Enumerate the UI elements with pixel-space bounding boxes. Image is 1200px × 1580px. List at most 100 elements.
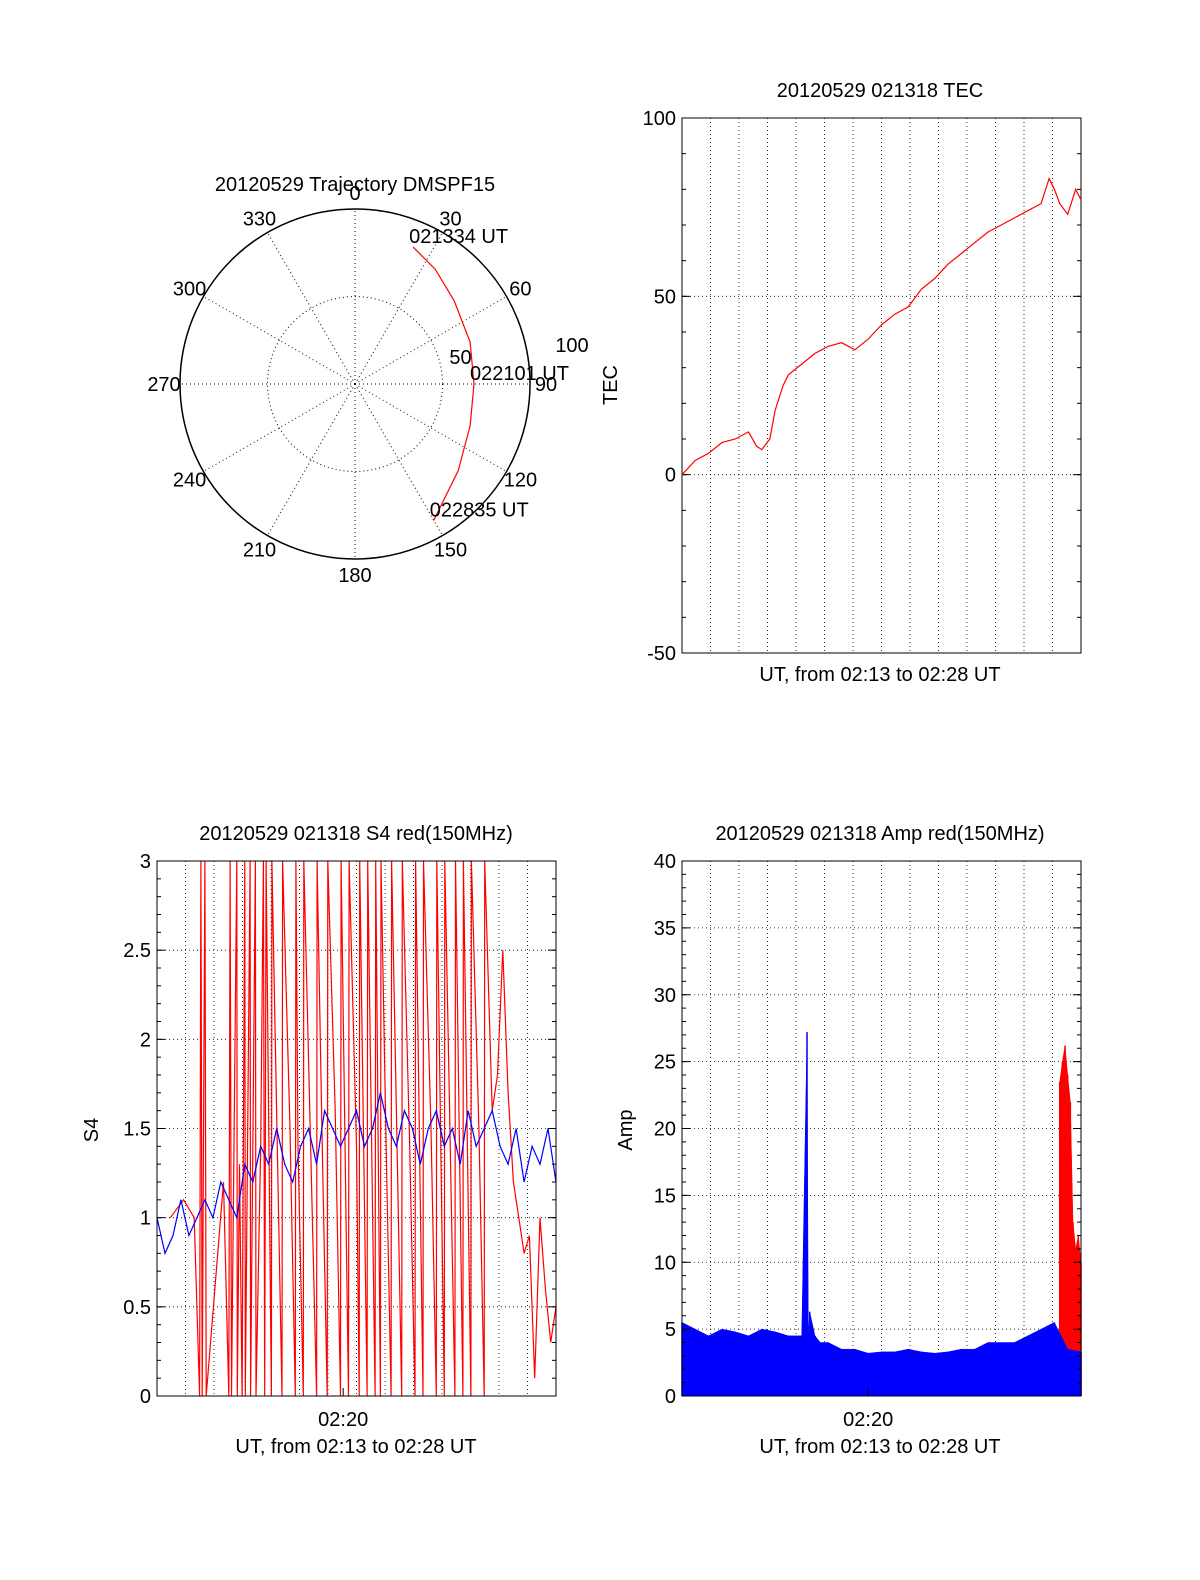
y-tick-label: 35 [654, 918, 676, 940]
y-tick-label: 10 [654, 1252, 676, 1274]
x-tick-label: 02:20 [318, 1409, 368, 1431]
y-tick-label: -50 [647, 643, 676, 665]
amp-bar-blue [934, 1351, 949, 1397]
y-tick-label: 3 [140, 851, 151, 873]
polar-outer-circle [179, 208, 531, 560]
amp-bar-blue [987, 1342, 1002, 1397]
polar-angle-label: 60 [509, 279, 531, 301]
amp-bar-blue [881, 1351, 896, 1397]
polar-angle-label: 210 [243, 539, 276, 561]
tec-y-label: TEC [600, 365, 622, 405]
amp-bar-blue [814, 1335, 821, 1397]
y-tick-label: 20 [654, 1119, 676, 1141]
tec-x-label: UT, from 02:13 to 02:28 UT [759, 664, 1000, 686]
trajectory-annotation: 022835 UT [430, 499, 529, 521]
tec-plot-frame [681, 117, 1082, 654]
x-tick-label: 02:20 [843, 1409, 893, 1431]
amp-bar-blue [974, 1342, 989, 1397]
amp-bar-blue [748, 1328, 763, 1397]
amp-bar-blue [820, 1342, 829, 1397]
amp-bar-blue [894, 1348, 909, 1397]
amp-bar-blue [1040, 1322, 1055, 1397]
amp-series [681, 1032, 1082, 1397]
tec-chart: 20120529 021318 TEC -50 0 50 100 UT, from 0… [600, 80, 1082, 686]
amp-bar-blue [801, 1032, 808, 1397]
s4-series [156, 860, 557, 1397]
amp-bar-blue [1027, 1328, 1042, 1397]
trajectory-chart: 20120529 Trajectory DMSPF15 0 30 60 90 120 15… [147, 174, 588, 587]
s4-title: 20120529 021318 S4 red(150MHz) [199, 823, 513, 845]
tec-grid [682, 118, 1081, 653]
polar-angle-label: 240 [173, 470, 206, 492]
trajectory-annotation: 022101 UT [470, 363, 569, 385]
polar-inner-circle [267, 296, 443, 472]
amp-title: 20120529 021318 Amp red(150MHz) [715, 823, 1044, 845]
trajectory-title: 20120529 Trajectory DMSPF15 [215, 174, 495, 196]
polar-spoke [354, 383, 507, 472]
y-tick-label: 40 [654, 851, 676, 873]
amp-grid [682, 861, 1081, 1396]
tec-series [681, 177, 1082, 476]
trajectory-annotations: 021334 UT 022101 UT 022835 UT [409, 226, 569, 521]
trajectory-annotation: 021334 UT [409, 226, 508, 248]
amp-bar-blue [695, 1328, 709, 1397]
polar-angle-label: 90 [535, 374, 557, 396]
amp-bar-blue [947, 1348, 962, 1397]
polar-angle-label: 120 [504, 470, 537, 492]
amp-bar-blue [734, 1331, 749, 1397]
amp-bar-blue [867, 1351, 882, 1397]
amp-bar-blue [809, 1311, 816, 1397]
amp-bar-blue [961, 1348, 975, 1397]
amp-ticks: 0 5 10 15 20 25 30 35 40 02:20 [654, 851, 1081, 1431]
s4-ticks: 0 0.5 1 1.5 2 2.5 3 02:20 [123, 851, 556, 1431]
s4-x-label: UT, from 02:13 to 02:28 UT [235, 1436, 476, 1458]
tec-y-ticks: -50 0 50 100 [643, 108, 1081, 665]
amp-bar-blue [841, 1348, 856, 1397]
y-tick-label: 2 [140, 1029, 151, 1051]
y-tick-label: 15 [654, 1185, 676, 1207]
trajectory-line [412, 246, 475, 521]
s4-line-blue [156, 1092, 557, 1256]
polar-angle-label: 0 [349, 183, 360, 205]
polar-angle-label: 30 [439, 209, 461, 231]
polar-angle-label: 180 [338, 565, 371, 587]
y-tick-label: 25 [654, 1052, 676, 1074]
polar-radial-label: 50 [449, 347, 471, 369]
amp-bar-blue [761, 1328, 776, 1397]
tec-title: 20120529 021318 TEC [777, 80, 983, 102]
y-tick-label: 0 [665, 1386, 676, 1408]
polar-angle-labels: 0 30 60 90 120 150 180 210 240 270 300 330 [147, 183, 557, 587]
amp-bar-blue [721, 1328, 736, 1397]
y-tick-label: 0.5 [123, 1297, 151, 1319]
y-tick-label: 0 [665, 465, 676, 487]
y-tick-label: 0 [140, 1386, 151, 1408]
amp-bar-blue [907, 1348, 922, 1397]
amp-bar-blue [681, 1322, 696, 1397]
amp-bar-blue [1014, 1335, 1029, 1397]
amp-bar-blue [828, 1342, 842, 1397]
polar-radial-labels: 50 100 [449, 335, 588, 369]
amp-bar-blue [788, 1335, 802, 1397]
polar-angle-label: 150 [434, 539, 467, 561]
amp-chart: 20120529 021318 Amp red(150MHz) 0 5 10 15 20… [615, 823, 1082, 1458]
polar-spoke [267, 383, 356, 536]
y-tick-label: 2.5 [123, 940, 151, 962]
polar-angle-label: 270 [147, 374, 180, 396]
amp-x-label: UT, from 02:13 to 02:28 UT [759, 1436, 1000, 1458]
s4-y-label: S4 [81, 1118, 103, 1142]
polar-grid [179, 208, 531, 560]
trajectory-series [412, 246, 475, 521]
amp-y-label: Amp [615, 1109, 637, 1150]
y-tick-label: 30 [654, 985, 676, 1007]
amp-bar-blue [854, 1348, 869, 1397]
y-tick-label: 100 [643, 108, 676, 130]
s4-line-red [169, 860, 557, 1397]
polar-angle-label: 300 [173, 279, 206, 301]
amp-bar-blue [921, 1351, 935, 1397]
polar-radial-label: 100 [555, 335, 588, 357]
amp-bar-blue [774, 1331, 789, 1397]
amp-bar-blue [708, 1328, 723, 1397]
s4-chart: 20120529 021318 S4 red(150MHz) 0 0.5 1 1.5 2… [81, 823, 557, 1458]
